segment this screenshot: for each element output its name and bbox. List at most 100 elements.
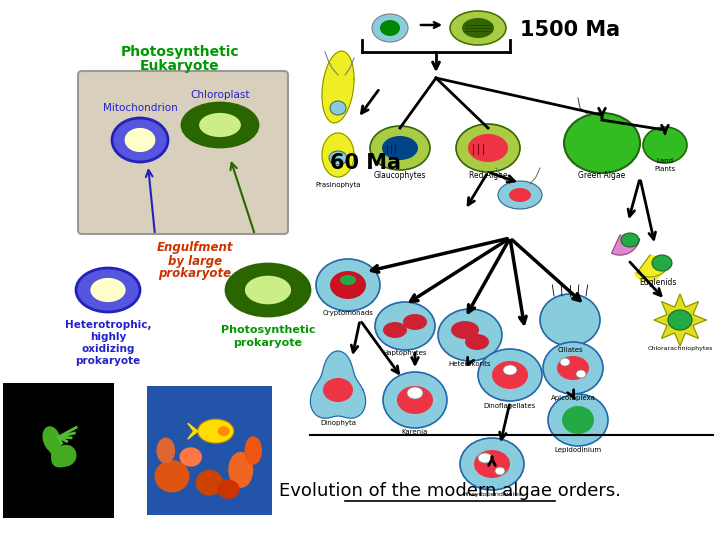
Ellipse shape [562, 406, 594, 434]
Text: 60 Ma: 60 Ma [330, 153, 401, 173]
Ellipse shape [323, 378, 353, 402]
Ellipse shape [179, 447, 202, 467]
FancyBboxPatch shape [78, 71, 288, 234]
Text: Hiraydoperidinales: Hiraydoperidinales [462, 492, 522, 497]
Text: Dinoflagellates: Dinoflagellates [484, 403, 536, 409]
Text: Green Algae: Green Algae [578, 171, 626, 180]
Text: 1500 Ma: 1500 Ma [520, 20, 620, 40]
Text: Red Algae: Red Algae [469, 171, 508, 180]
Ellipse shape [576, 370, 586, 378]
Text: Euglenids: Euglenids [639, 278, 677, 287]
Ellipse shape [217, 426, 230, 436]
Polygon shape [310, 351, 366, 418]
Text: Mitochondrion: Mitochondrion [103, 103, 177, 113]
Ellipse shape [621, 233, 639, 247]
Ellipse shape [76, 268, 140, 312]
Ellipse shape [564, 113, 640, 173]
Ellipse shape [383, 372, 447, 428]
Polygon shape [322, 51, 354, 123]
Text: Heterotrophic,: Heterotrophic, [65, 320, 151, 330]
Ellipse shape [495, 467, 505, 475]
Ellipse shape [450, 11, 506, 45]
Text: prokaryote: prokaryote [158, 267, 232, 280]
Text: highly: highly [90, 332, 126, 342]
Text: Photosynthetic: Photosynthetic [221, 325, 315, 335]
Text: Lepidodinium: Lepidodinium [554, 447, 602, 453]
Text: Photosynthetic: Photosynthetic [121, 45, 239, 59]
Ellipse shape [557, 356, 589, 380]
Ellipse shape [462, 18, 494, 38]
Ellipse shape [543, 342, 603, 394]
Text: Ciliates: Ciliates [557, 347, 582, 353]
Ellipse shape [548, 394, 608, 446]
Ellipse shape [474, 450, 510, 478]
Ellipse shape [245, 276, 291, 305]
Ellipse shape [383, 322, 407, 338]
Polygon shape [43, 427, 76, 467]
Ellipse shape [456, 124, 520, 172]
Text: by large: by large [168, 254, 222, 267]
Ellipse shape [375, 302, 435, 350]
Polygon shape [188, 423, 198, 439]
Ellipse shape [91, 278, 125, 302]
Ellipse shape [112, 118, 168, 162]
Text: Land: Land [657, 158, 673, 164]
Ellipse shape [403, 314, 427, 330]
Ellipse shape [498, 181, 542, 209]
Ellipse shape [478, 453, 492, 463]
Ellipse shape [125, 128, 156, 152]
Text: Chlorarachniophytes: Chlorarachniophytes [647, 346, 713, 351]
Ellipse shape [643, 127, 687, 163]
Ellipse shape [397, 386, 433, 414]
Text: Haptophytes: Haptophytes [383, 350, 427, 356]
Ellipse shape [478, 349, 542, 401]
Polygon shape [654, 294, 706, 346]
Text: Heterokonts: Heterokonts [449, 361, 491, 367]
Ellipse shape [155, 460, 189, 492]
Ellipse shape [468, 134, 508, 162]
Text: oxidizing: oxidizing [81, 344, 135, 354]
Text: prokaryote: prokaryote [76, 356, 140, 366]
Ellipse shape [382, 136, 418, 160]
FancyBboxPatch shape [147, 386, 272, 515]
Text: Evolution of the modern algae orders.: Evolution of the modern algae orders. [279, 482, 621, 501]
Ellipse shape [492, 361, 528, 389]
FancyBboxPatch shape [3, 383, 114, 518]
Ellipse shape [199, 113, 241, 137]
Ellipse shape [465, 334, 489, 350]
Ellipse shape [380, 20, 400, 36]
Ellipse shape [198, 419, 234, 443]
Ellipse shape [509, 188, 531, 202]
Ellipse shape [503, 365, 517, 375]
Text: prokaryote: prokaryote [233, 338, 302, 348]
Ellipse shape [652, 255, 672, 271]
Ellipse shape [196, 470, 223, 496]
Text: Prasinophyta: Prasinophyta [315, 182, 361, 188]
Text: Eukaryote: Eukaryote [140, 59, 220, 73]
Polygon shape [322, 133, 354, 177]
Ellipse shape [245, 436, 262, 465]
Ellipse shape [540, 294, 600, 346]
Ellipse shape [182, 103, 258, 147]
Ellipse shape [370, 126, 430, 170]
Ellipse shape [217, 480, 240, 499]
Ellipse shape [330, 271, 366, 299]
Ellipse shape [330, 101, 346, 115]
Ellipse shape [340, 275, 356, 285]
Ellipse shape [156, 437, 175, 463]
Ellipse shape [329, 151, 347, 165]
Text: Apicomplexa: Apicomplexa [551, 395, 595, 401]
Text: Karenia: Karenia [402, 429, 428, 435]
Ellipse shape [228, 452, 253, 488]
Polygon shape [637, 255, 671, 277]
Text: Engulfment: Engulfment [157, 241, 233, 254]
Text: Cryptomonads: Cryptomonads [323, 310, 374, 316]
Text: Plants: Plants [654, 166, 675, 172]
Ellipse shape [407, 387, 423, 399]
Text: Dinophyta: Dinophyta [320, 420, 356, 426]
Ellipse shape [460, 438, 524, 490]
Polygon shape [635, 268, 660, 282]
Ellipse shape [438, 309, 502, 361]
Text: Glaucophytes: Glaucophytes [374, 171, 426, 180]
Ellipse shape [316, 259, 380, 311]
